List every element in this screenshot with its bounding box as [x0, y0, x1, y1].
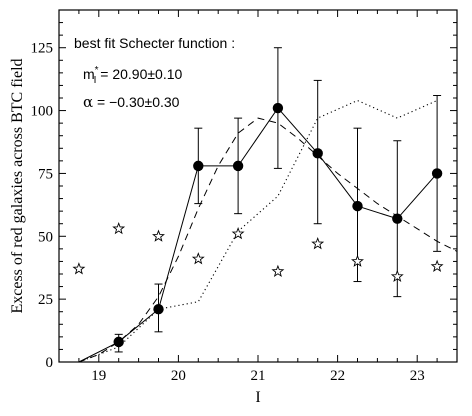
alpha-symbol: α — [83, 93, 93, 111]
star-point — [311, 237, 325, 250]
star-point — [271, 264, 285, 277]
mstar-value: = 20.90±0.10 — [96, 66, 182, 82]
data-point — [312, 148, 323, 159]
annotation-mstar: m* I = 20.90±0.10 — [83, 65, 182, 86]
data-point — [232, 160, 244, 172]
dotted-curve — [78, 99, 438, 363]
series-layer — [72, 47, 458, 363]
data-point — [193, 160, 204, 172]
x-axis-label: I — [255, 389, 260, 406]
x-tick-label: 21 — [251, 368, 266, 384]
star-point — [152, 229, 165, 242]
y-tick-label: 125 — [31, 41, 54, 57]
annotation-header: best fit Schecter function : — [74, 35, 235, 51]
star-point — [72, 262, 86, 275]
x-tick-label: 20 — [171, 368, 186, 384]
star-point — [351, 254, 364, 267]
star-point — [430, 259, 444, 272]
star-point — [390, 269, 404, 283]
x-tick-label: 23 — [410, 368, 425, 384]
y-tick-label: 100 — [31, 104, 54, 120]
annotation-alpha: α = −0.30±0.30 — [83, 93, 180, 111]
mstar-superscript: * — [95, 65, 99, 76]
mstar-symbol: m — [83, 66, 95, 82]
star-point — [191, 252, 205, 265]
data-point — [431, 168, 443, 179]
data-point — [272, 102, 284, 114]
y-tick-label: 75 — [38, 166, 53, 182]
y-tick-label: 50 — [38, 229, 53, 245]
solid-line — [78, 107, 438, 363]
axis-ticks — [58, 9, 458, 363]
series-dotted — [78, 99, 438, 363]
alpha-value: = −0.30±0.30 — [93, 94, 180, 110]
x-tick-label: 22 — [330, 368, 345, 384]
x-tick-label: 19 — [91, 368, 106, 384]
data-point — [352, 200, 363, 212]
series-dashed — [78, 117, 458, 363]
dashed-curve — [78, 117, 458, 363]
star-point — [112, 221, 126, 235]
series-open-star — [72, 221, 444, 283]
axis-tick-labels: 19 20 21 22 23 0 25 50 75 100 125 — [31, 41, 425, 384]
y-tick-label: 25 — [38, 292, 53, 308]
data-point — [392, 213, 403, 224]
y-tick-label: 0 — [46, 355, 54, 371]
star-point — [231, 226, 245, 240]
mstar-subscript: I — [94, 75, 97, 86]
y-axis-label: Excess of red galaxies across BTC field — [9, 58, 26, 313]
